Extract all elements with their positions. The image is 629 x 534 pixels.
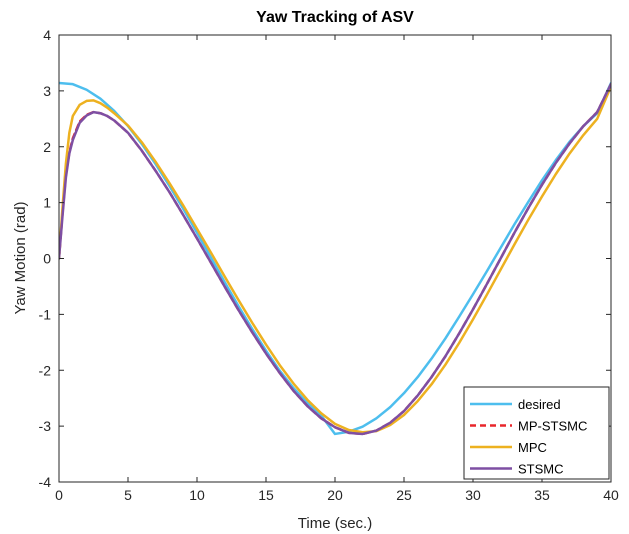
y-tick-label: 3 xyxy=(43,83,51,99)
legend: desired MP-STSMC MPC STSMC xyxy=(463,386,610,480)
legend-label: desired xyxy=(518,397,561,412)
y-tick-label: 4 xyxy=(43,27,51,43)
chart-title: Yaw Tracking of ASV xyxy=(256,9,414,26)
legend-label: MP-STSMC xyxy=(518,419,587,434)
ticks-layer: 0 5 10 15 20 25 30 35 40 -4 -3 -2 -1 0 1 2 3 4 xyxy=(39,27,619,503)
y-axis-label: Yaw Motion (rad) xyxy=(12,201,29,314)
x-tick-label: 5 xyxy=(124,487,132,503)
series-line-stsmc xyxy=(59,82,611,436)
y-tick-label: -2 xyxy=(39,362,52,378)
y-tick-label: -4 xyxy=(39,474,52,490)
y-tick-label: 0 xyxy=(43,251,51,267)
legend-label: MPC xyxy=(518,440,547,455)
x-tick-label: 30 xyxy=(465,487,481,503)
series-layer xyxy=(59,81,611,436)
y-tick-label: 1 xyxy=(43,195,51,211)
y-tick-label: -3 xyxy=(39,418,52,434)
x-tick-label: 15 xyxy=(258,487,274,503)
x-tick-label: 20 xyxy=(327,487,343,503)
x-tick-label: 35 xyxy=(534,487,550,503)
legend-label: STSMC xyxy=(518,462,564,477)
x-axis-label: Time (sec.) xyxy=(298,515,372,532)
series-line-mpc xyxy=(59,85,611,434)
legend-box xyxy=(463,386,610,480)
x-tick-label: 0 xyxy=(55,487,63,503)
y-tick-label: -1 xyxy=(39,306,52,322)
x-tick-label: 25 xyxy=(396,487,412,503)
y-tick-label: 2 xyxy=(43,139,51,155)
x-tick-label: 10 xyxy=(189,487,205,503)
x-tick-label: 40 xyxy=(603,487,619,503)
